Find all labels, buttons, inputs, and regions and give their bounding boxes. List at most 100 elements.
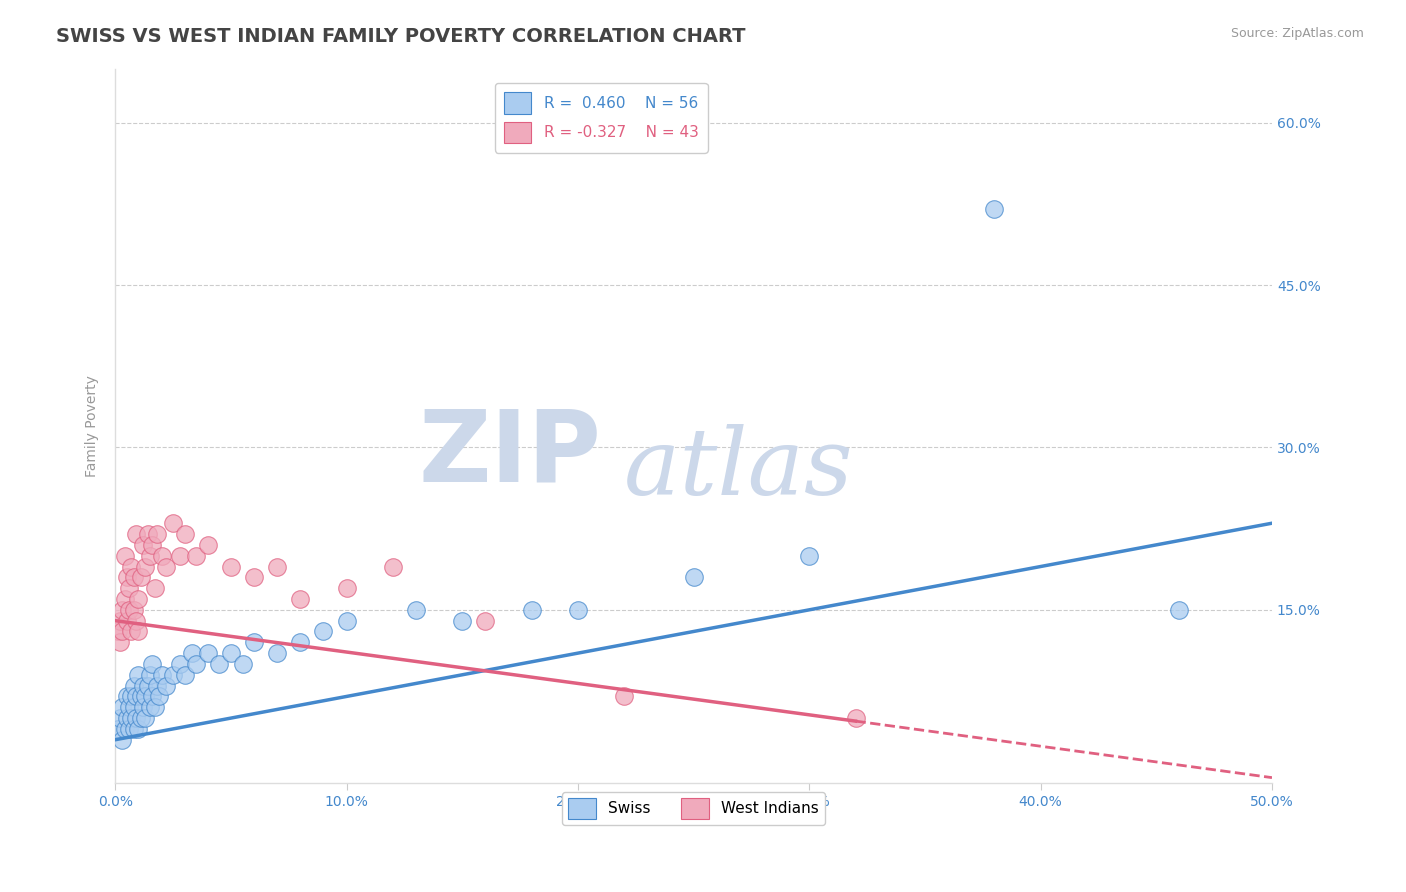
Point xyxy=(150,667,173,681)
Point xyxy=(127,722,149,736)
Point xyxy=(1168,603,1191,617)
Point xyxy=(108,711,131,725)
Point xyxy=(143,581,166,595)
Point xyxy=(381,559,404,574)
Point xyxy=(121,559,143,574)
Point xyxy=(845,711,868,725)
Point xyxy=(107,722,129,736)
Point xyxy=(148,690,170,704)
Point xyxy=(141,538,163,552)
Point xyxy=(613,690,636,704)
Point xyxy=(139,667,162,681)
Point xyxy=(162,667,184,681)
Point xyxy=(121,690,143,704)
Point xyxy=(208,657,231,671)
Point xyxy=(139,700,162,714)
Point xyxy=(141,657,163,671)
Point xyxy=(231,657,253,671)
Point xyxy=(122,679,145,693)
Point xyxy=(682,570,704,584)
Point xyxy=(173,527,195,541)
Point xyxy=(122,603,145,617)
Point xyxy=(169,549,191,563)
Point xyxy=(243,570,266,584)
Point xyxy=(125,614,148,628)
Point xyxy=(155,679,177,693)
Point xyxy=(141,690,163,704)
Point xyxy=(108,614,131,628)
Point xyxy=(143,700,166,714)
Point xyxy=(136,527,159,541)
Point xyxy=(115,614,138,628)
Point xyxy=(122,722,145,736)
Point xyxy=(266,559,288,574)
Point xyxy=(129,690,152,704)
Point xyxy=(129,711,152,725)
Point xyxy=(115,711,138,725)
Point xyxy=(336,614,359,628)
Point xyxy=(122,700,145,714)
Point xyxy=(134,711,156,725)
Point xyxy=(118,700,141,714)
Point xyxy=(219,646,242,660)
Point xyxy=(150,549,173,563)
Point xyxy=(129,570,152,584)
Text: atlas: atlas xyxy=(624,424,853,514)
Point xyxy=(146,527,169,541)
Point xyxy=(107,624,129,639)
Point xyxy=(125,527,148,541)
Point xyxy=(111,732,134,747)
Point xyxy=(114,592,136,607)
Y-axis label: Family Poverty: Family Poverty xyxy=(86,375,100,476)
Point xyxy=(219,559,242,574)
Point xyxy=(312,624,335,639)
Point xyxy=(114,549,136,563)
Point xyxy=(132,700,155,714)
Point xyxy=(118,722,141,736)
Legend: Swiss, West Indians: Swiss, West Indians xyxy=(562,791,825,825)
Point xyxy=(139,549,162,563)
Point xyxy=(290,592,312,607)
Point xyxy=(405,603,427,617)
Text: SWISS VS WEST INDIAN FAMILY POVERTY CORRELATION CHART: SWISS VS WEST INDIAN FAMILY POVERTY CORR… xyxy=(56,27,745,45)
Point xyxy=(136,679,159,693)
Point xyxy=(111,603,134,617)
Point xyxy=(127,592,149,607)
Point xyxy=(983,202,1005,217)
Point xyxy=(197,646,219,660)
Point xyxy=(186,549,208,563)
Point xyxy=(122,570,145,584)
Point xyxy=(155,559,177,574)
Text: ZIP: ZIP xyxy=(418,406,602,503)
Point xyxy=(114,722,136,736)
Point xyxy=(336,581,359,595)
Point xyxy=(146,679,169,693)
Point xyxy=(118,603,141,617)
Point xyxy=(111,700,134,714)
Point xyxy=(111,624,134,639)
Text: Source: ZipAtlas.com: Source: ZipAtlas.com xyxy=(1230,27,1364,40)
Point xyxy=(169,657,191,671)
Point xyxy=(474,614,496,628)
Point xyxy=(121,624,143,639)
Point xyxy=(266,646,288,660)
Point xyxy=(127,624,149,639)
Point xyxy=(567,603,589,617)
Point xyxy=(125,711,148,725)
Point xyxy=(186,657,208,671)
Point xyxy=(173,667,195,681)
Point xyxy=(799,549,821,563)
Point xyxy=(121,711,143,725)
Point xyxy=(127,667,149,681)
Point xyxy=(132,538,155,552)
Point xyxy=(118,581,141,595)
Point xyxy=(451,614,474,628)
Point xyxy=(290,635,312,649)
Point xyxy=(162,516,184,531)
Point xyxy=(134,559,156,574)
Point xyxy=(115,570,138,584)
Point xyxy=(115,690,138,704)
Point xyxy=(132,679,155,693)
Point xyxy=(520,603,543,617)
Point xyxy=(108,635,131,649)
